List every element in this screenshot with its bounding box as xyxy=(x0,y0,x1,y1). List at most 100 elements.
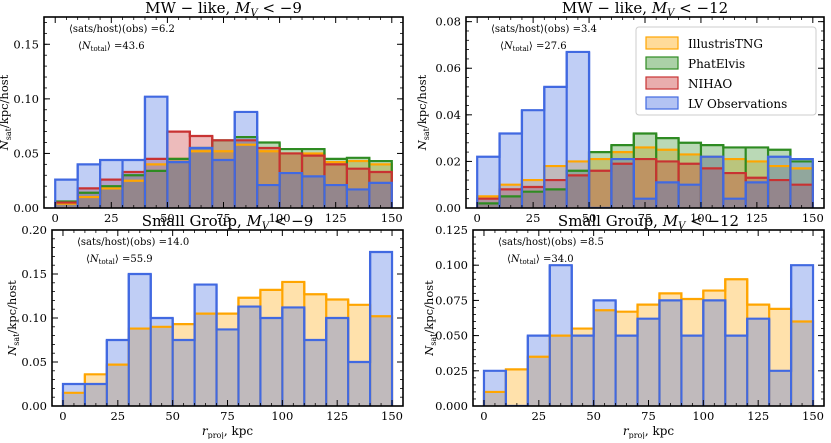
bar-nihao-4 xyxy=(566,175,590,208)
panel-mw-mv9: 0 25 50 75 100 125 150 0.00 0.05 0.10 0.15 MW − lik… xyxy=(0,0,404,225)
y-axis-label: Nsat/kpc/host xyxy=(422,280,438,357)
bar-illustristng-14 xyxy=(370,316,393,406)
bar-lv-observations-0 xyxy=(483,370,506,406)
bar-phatelvis-3 xyxy=(544,189,567,208)
bar-lv-observations-10 xyxy=(282,307,305,406)
panel-title: MW − like, MV < −9 xyxy=(145,0,302,19)
bar-illustristng-7 xyxy=(212,151,235,208)
bar-phatelvis-3 xyxy=(122,175,145,208)
bar-lv-observations-6 xyxy=(615,335,638,406)
bar-lv-observations-7 xyxy=(216,329,239,406)
y-tick-label: 0.125 xyxy=(435,223,468,237)
bar-lv-observations-14 xyxy=(791,265,814,406)
x-tick-label: 125 xyxy=(326,409,348,423)
panel-small-group-mv9: 0 25 50 75 100 125 150 0.00 0.05 0.10 0.15 0.20 Smal… xyxy=(5,212,404,440)
bar-illustristng-11 xyxy=(304,294,327,406)
bar-illustristng-12 xyxy=(747,304,770,406)
bar-nihao-14 xyxy=(369,171,392,208)
bar-nihao-9 xyxy=(678,163,701,208)
bar-illustristng-4 xyxy=(571,328,594,406)
bar-phatelvis-4 xyxy=(566,170,590,208)
bar-phatelvis-9 xyxy=(678,142,701,208)
legend-swatch-phatelvis xyxy=(645,56,679,70)
bar-lv-observations-4 xyxy=(144,96,168,208)
bar-nihao-12 xyxy=(745,177,769,208)
y-tick-label: 0.00 xyxy=(435,201,461,215)
bar-lv-observations-7 xyxy=(637,318,660,406)
bar-lv-observations-13 xyxy=(348,362,371,406)
bar-illustristng-7 xyxy=(216,313,239,406)
bar-phatelvis-4 xyxy=(144,170,168,208)
bar-illustristng-10 xyxy=(703,290,726,406)
bar-illustristng-3 xyxy=(122,180,145,208)
legend-box xyxy=(635,26,817,116)
bar-nihao-6 xyxy=(611,163,634,208)
bar-lv-observations-0 xyxy=(62,384,85,406)
bar-lv-observations-11 xyxy=(302,176,325,208)
x-tick-label: 150 xyxy=(381,409,403,423)
bar-nihao-5 xyxy=(167,131,190,208)
bar-illustristng-9 xyxy=(257,151,280,208)
x-tick-label: 125 xyxy=(747,409,769,423)
y-axis-label: Nsat/kpc/host xyxy=(0,74,13,151)
bar-illustristng-5 xyxy=(167,158,190,208)
bar-illustristng-13 xyxy=(769,308,792,406)
x-tick-label: 125 xyxy=(325,211,347,225)
x-tick-label: 75 xyxy=(641,409,656,423)
bar-illustristng-2 xyxy=(527,356,550,406)
bar-illustristng-0 xyxy=(483,391,506,406)
bar-phatelvis-11 xyxy=(723,147,746,208)
y-tick-label: 0.00 xyxy=(21,399,47,413)
bar-phatelvis-6 xyxy=(189,147,213,208)
outline-illustristng xyxy=(476,146,814,208)
bar-illustristng-13 xyxy=(346,161,370,208)
y-tick-label: 0.000 xyxy=(435,399,468,413)
bar-lv-observations-5 xyxy=(167,162,190,208)
bar-lv-observations-12 xyxy=(747,318,770,406)
x-tick-label: 25 xyxy=(110,409,125,423)
bar-illustristng-14 xyxy=(369,164,392,208)
bar-phatelvis-10 xyxy=(700,145,724,208)
bar-phatelvis-13 xyxy=(346,157,370,208)
panel-title: Small Group, MV < −9 xyxy=(142,212,314,232)
bar-illustristng-1 xyxy=(84,374,107,406)
bar-lv-observations-11 xyxy=(304,340,327,406)
bar-illustristng-14 xyxy=(790,168,813,208)
bar-illustristng-6 xyxy=(194,313,217,406)
x-axis-label: rproj, kpc xyxy=(202,424,254,439)
bar-lv-observations-14 xyxy=(369,182,392,208)
bar-lv-observations-11 xyxy=(723,198,746,208)
bar-nihao-9 xyxy=(257,147,280,208)
bar-phatelvis-7 xyxy=(212,140,235,208)
bar-lv-observations-9 xyxy=(257,185,280,208)
legend-label: IllustrisTNG xyxy=(688,37,763,51)
bar-nihao-11 xyxy=(302,155,325,208)
bar-phatelvis-12 xyxy=(324,158,347,208)
bar-lv-observations-2 xyxy=(100,159,123,208)
bar-lv-observations-6 xyxy=(194,284,217,406)
bar-phatelvis-2 xyxy=(521,191,545,208)
x-tick-label: 0 xyxy=(480,409,487,423)
bar-phatelvis-7 xyxy=(633,133,657,208)
outline-nihao xyxy=(476,157,814,208)
outline-illustristng xyxy=(482,278,815,406)
bar-lv-observations-1 xyxy=(84,384,107,406)
bar-nihao-7 xyxy=(633,159,657,208)
bar-lv-observations-9 xyxy=(681,335,704,406)
bar-nihao-3 xyxy=(544,180,567,208)
bar-lv-observations-8 xyxy=(234,111,258,208)
bar-illustristng-3 xyxy=(549,335,572,406)
legend-swatch-illustristng xyxy=(645,36,679,50)
bar-illustristng-3 xyxy=(544,166,567,208)
bars-group xyxy=(61,250,394,406)
x-tick-label: 100 xyxy=(271,409,293,423)
panel-title: MW − like, MV < −12 xyxy=(562,0,728,19)
x-tick-label: 100 xyxy=(690,211,712,225)
bar-nihao-10 xyxy=(279,153,303,208)
bar-nihao-14 xyxy=(790,184,813,208)
y-tick-label: 0.02 xyxy=(435,154,461,168)
bar-nihao-8 xyxy=(234,140,258,208)
bar-lv-observations-5 xyxy=(172,340,195,406)
